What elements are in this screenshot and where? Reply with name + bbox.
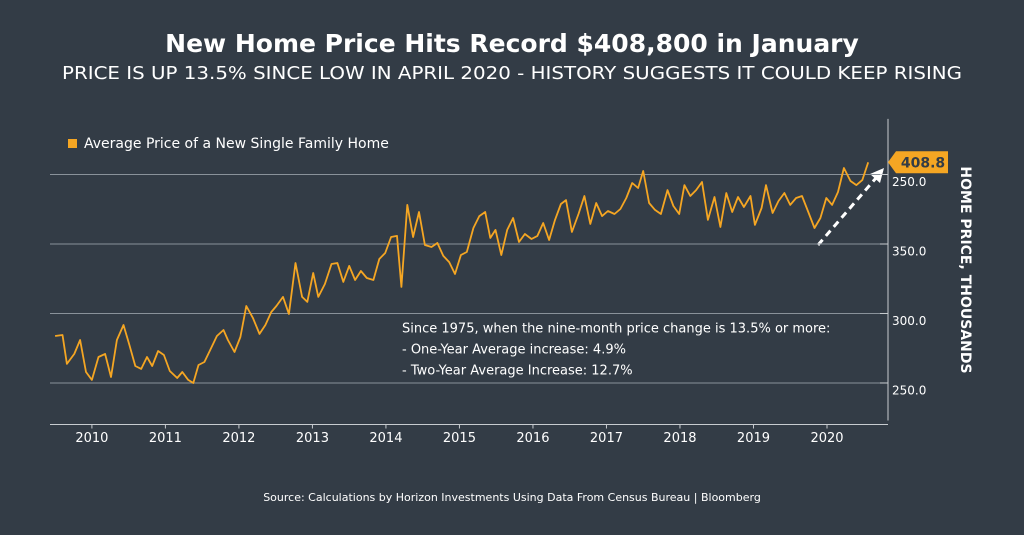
arrow (816, 177, 878, 246)
value-badge-label: 408.8 (901, 155, 945, 171)
x-tick-label: 2016 (516, 431, 549, 446)
y-tick-label: 250.0 (892, 383, 926, 397)
line-series (54, 162, 870, 384)
x-tick-label: 2020 (810, 431, 843, 446)
y-axis-label: HOME PRICE, THOUSANDS (957, 166, 973, 373)
x-tick-label: 2014 (369, 431, 402, 446)
x-tick-label: 2011 (149, 431, 182, 446)
x-tick-label: 2013 (296, 431, 329, 446)
source: Source: Calculations by Horizon Investme… (263, 491, 761, 504)
x-tick-label: 2018 (663, 431, 696, 446)
x-tick-label: 2010 (75, 431, 108, 446)
chart-title: New Home Price Hits Record $408,800 in J… (165, 29, 859, 58)
x-tick-label: 2017 (590, 431, 623, 446)
legend-swatch (68, 139, 77, 148)
y-tick-label: 300.0 (892, 314, 926, 328)
x-tick-label: 2015 (443, 431, 476, 446)
legend-label: Average Price of a New Single Family Hom… (84, 136, 389, 152)
arrow-head (870, 168, 884, 183)
x-tick-label: 2019 (737, 431, 770, 446)
x-tick-label: 2012 (222, 431, 255, 446)
chart-subtitle: PRICE IS UP 13.5% SINCE LOW IN APRIL 202… (62, 63, 962, 84)
y-tick-label: 250.0 (892, 175, 926, 189)
annotation: - One-Year Average increase: 4.9% (402, 343, 626, 358)
value-badge (888, 151, 948, 174)
annotation: - Two-Year Average Increase: 12.7% (402, 364, 633, 379)
y-tick-label: 350.0 (892, 244, 926, 258)
annotation: Since 1975, when the nine-month price ch… (402, 322, 830, 337)
